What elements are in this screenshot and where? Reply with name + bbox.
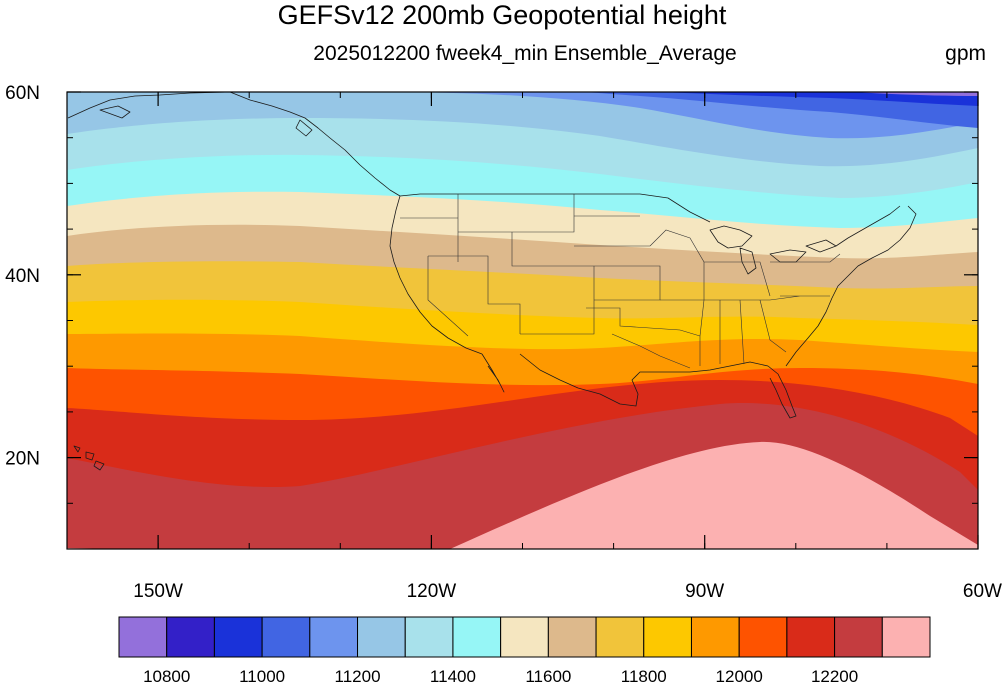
lat-tick-label: 40N [5, 266, 40, 287]
colorbar: 10800 11000 11200 11400 11600 11800 12000 12200 [118, 616, 931, 684]
lat-tick-label: 60N [5, 83, 40, 104]
colorbar-label: 11000 [239, 667, 285, 684]
colorbar-swatch [547, 616, 597, 658]
colorbar-swatch [643, 616, 692, 658]
contour-fill [67, 92, 978, 549]
colorbar-swatch [118, 616, 168, 658]
colorbar-swatch [452, 616, 502, 658]
colorbar-swatch [357, 616, 406, 658]
coastlines [67, 92, 917, 471]
map-title: GEFSv12 200mb Geopotential height [277, 0, 727, 30]
colorbar-label: 11800 [621, 667, 667, 684]
colorbar-label: 11600 [525, 667, 571, 684]
latitude-axis: 60N 40N 20N [5, 83, 978, 470]
colorbar-label: 10800 [143, 667, 190, 684]
colorbar-label: 11400 [430, 667, 476, 684]
colorbar-swatch [166, 616, 215, 658]
lon-tick-label: 120W [407, 581, 457, 602]
colorbar-swatch [786, 616, 836, 658]
colorbar-swatch [213, 616, 263, 658]
colorbar-label: 12200 [811, 667, 858, 684]
state-lines [400, 194, 841, 369]
lon-tick-label: 60W [963, 581, 1002, 602]
lon-tick-label: 150W [133, 581, 183, 602]
colorbar-label: 11200 [335, 667, 381, 684]
colorbar-swatch [881, 616, 931, 658]
longitude-axis: 150W 120W 90W 60W [133, 92, 1002, 602]
colorbar-swatch [500, 616, 549, 658]
units-label: gpm [945, 42, 986, 65]
colorbar-swatch [404, 616, 454, 658]
lat-tick-label: 20N [5, 449, 40, 470]
colorbar-swatch [595, 616, 645, 658]
colorbar-swatch [834, 616, 883, 658]
map-subtitle: 2025012200 fweek4_min Ensemble_Average [313, 42, 737, 65]
colorbar-swatch [309, 616, 359, 658]
colorbar-swatch [738, 616, 788, 658]
colorbar-swatch [690, 616, 740, 658]
colorbar-swatch [261, 616, 311, 658]
lon-tick-label: 90W [685, 581, 724, 602]
colorbar-label: 12000 [716, 667, 763, 684]
